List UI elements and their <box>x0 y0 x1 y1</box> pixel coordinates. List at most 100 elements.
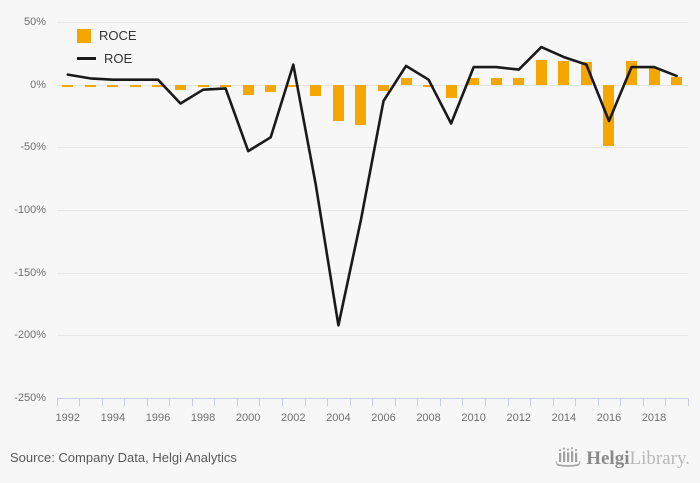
x-axis-tick <box>236 398 238 406</box>
logo-text-library: Library. <box>629 447 691 469</box>
x-axis-tick <box>687 398 689 406</box>
x-axis-tick <box>507 398 509 406</box>
logo-text-helgi: Helgi <box>586 447 630 469</box>
bar-roce-2009 <box>445 84 457 99</box>
bar-roce-2016 <box>603 84 615 147</box>
x-axis-tick <box>552 398 554 406</box>
legend-label-roe: ROE <box>104 51 133 66</box>
bar-roce-1993 <box>84 84 96 88</box>
x-axis-tick-label: 2016 <box>596 412 622 424</box>
legend-item-roce[interactable]: ROCE <box>77 28 137 43</box>
x-axis-tick <box>146 398 148 406</box>
bar-roce-1997 <box>175 84 187 90</box>
bar-roce-2003 <box>310 84 322 96</box>
x-axis-tick <box>259 398 261 406</box>
roe-line <box>66 45 678 327</box>
x-axis-tick-label: 2010 <box>461 412 486 424</box>
bar-roce-1994 <box>107 84 119 88</box>
x-axis-tick-label: 2002 <box>281 412 306 424</box>
logo-text: HelgiLibrary. <box>586 449 690 468</box>
footer: Source: Company Data, Helgi Analytics <box>0 439 700 483</box>
gridline <box>56 147 688 149</box>
x-axis-tick <box>282 398 283 406</box>
x-axis-tick <box>124 398 126 406</box>
x-axis-tick-label: 2000 <box>235 412 261 424</box>
x-axis-tick <box>642 398 644 406</box>
x-axis-tick-label: 1996 <box>145 412 171 424</box>
bar-roce-2008 <box>423 84 435 88</box>
x-axis-tick <box>439 398 441 406</box>
bar-roce-1995 <box>129 84 141 88</box>
bar-roce-2011 <box>490 78 502 85</box>
y-axis-tick-label: 50% <box>23 16 46 28</box>
y-axis-tick-label: -250% <box>14 392 46 404</box>
y-axis-tick-label: -50% <box>20 141 46 154</box>
x-axis-tick <box>484 398 486 406</box>
bar-roce-2002 <box>287 84 299 88</box>
bar-roce-2018 <box>648 68 660 85</box>
bar-roce-2000 <box>242 84 254 95</box>
bar-roce-2007 <box>400 78 412 85</box>
x-axis-tick-label: 1992 <box>55 412 80 424</box>
bar-roce-2012 <box>513 78 525 85</box>
bar-roce-2017 <box>626 60 638 85</box>
bar-roce-2006 <box>377 84 389 91</box>
x-axis-tick-label: 2012 <box>506 412 531 424</box>
bar-roce-2013 <box>535 59 547 85</box>
roce-swatch-icon <box>77 28 91 43</box>
y-axis-tick-label: -200% <box>14 329 46 342</box>
legend: ROCE ROE <box>77 28 137 66</box>
gridline <box>56 272 688 274</box>
x-axis-tick <box>597 398 599 406</box>
x-axis-tick <box>462 398 464 406</box>
gridline <box>56 84 688 86</box>
legend-label-roce: ROCE <box>99 28 137 43</box>
x-axis-tick-label: 2008 <box>416 412 441 424</box>
bar-roce-2001 <box>265 84 277 93</box>
x-axis-tick <box>214 398 216 406</box>
gridline <box>56 210 688 211</box>
x-axis-tick <box>191 398 193 406</box>
x-axis-tick-label: 1994 <box>100 412 126 424</box>
x-axis-tick <box>304 398 306 406</box>
x-axis-tick <box>417 398 419 406</box>
helgi-library-logo[interactable]: HelgiLibrary. <box>555 447 690 469</box>
x-axis-tick-label: 2014 <box>551 412 577 424</box>
gridline <box>56 22 688 23</box>
bar-roce-2004 <box>332 84 344 121</box>
x-axis-tick-label: 2006 <box>371 412 396 424</box>
bar-roce-1998 <box>197 84 209 88</box>
y-axis-tick-label: -150% <box>14 266 46 279</box>
y-axis-tick-label: -100% <box>14 204 46 216</box>
bar-roce-2015 <box>580 62 592 85</box>
bar-roce-2010 <box>468 78 480 85</box>
gridline <box>56 335 688 337</box>
x-axis-tick <box>665 398 667 406</box>
x-axis-tick <box>79 398 81 406</box>
roe-swatch-icon <box>77 57 96 60</box>
x-axis-tick <box>372 398 374 406</box>
bar-roce-2014 <box>558 60 570 85</box>
bar-roce-1996 <box>152 84 164 88</box>
helgi-ship-icon <box>555 447 581 467</box>
x-axis-tick <box>394 398 396 406</box>
y-axis-tick-label: 0% <box>30 78 46 91</box>
x-axis-tick <box>349 398 351 406</box>
x-axis-tick-label: 2018 <box>641 412 667 424</box>
bar-roce-2005 <box>355 84 367 125</box>
x-axis-tick <box>56 398 58 406</box>
x-axis-tick-label: 2004 <box>326 412 351 424</box>
x-axis-tick <box>530 398 532 406</box>
bar-roce-2019 <box>671 77 683 85</box>
x-axis-tick <box>327 398 329 406</box>
bar-roce-1999 <box>220 84 232 88</box>
x-axis-tick <box>575 398 577 406</box>
legend-item-roe[interactable]: ROE <box>77 51 137 66</box>
x-axis-tick-label: 1998 <box>190 412 216 424</box>
source-text: Source: Company Data, Helgi Analytics <box>10 450 237 465</box>
x-axis-tick <box>169 398 171 406</box>
bar-roce-1992 <box>62 84 74 88</box>
